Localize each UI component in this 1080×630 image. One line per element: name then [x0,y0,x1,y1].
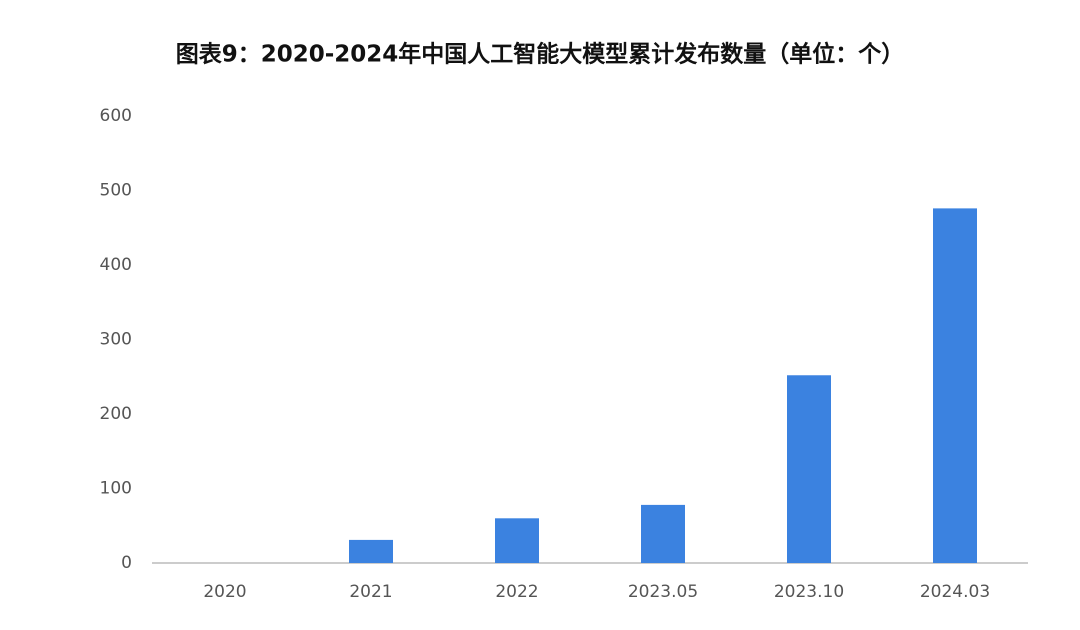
bar [787,375,831,563]
y-tick-label: 600 [100,106,132,126]
bar [495,518,539,563]
y-tick-label: 0 [121,553,132,573]
y-tick-label: 200 [100,404,132,424]
x-tick-label: 2021 [349,582,392,602]
y-tick-label: 400 [100,255,132,275]
y-tick-label: 300 [100,330,132,350]
x-tick-label: 2020 [203,582,246,602]
bar [933,208,977,563]
x-tick-label: 2024.03 [920,582,990,602]
x-tick-label: 2023.10 [774,582,844,602]
y-tick-label: 500 [100,181,132,201]
x-tick-label: 2022 [495,582,538,602]
y-tick-label: 100 [100,479,132,499]
bar [641,504,685,563]
bar [349,539,393,563]
x-tick-label: 2023.05 [628,582,698,602]
chart-title: 图表9：2020-2024年中国人工智能大模型累计发布数量（单位：个） [176,41,905,68]
